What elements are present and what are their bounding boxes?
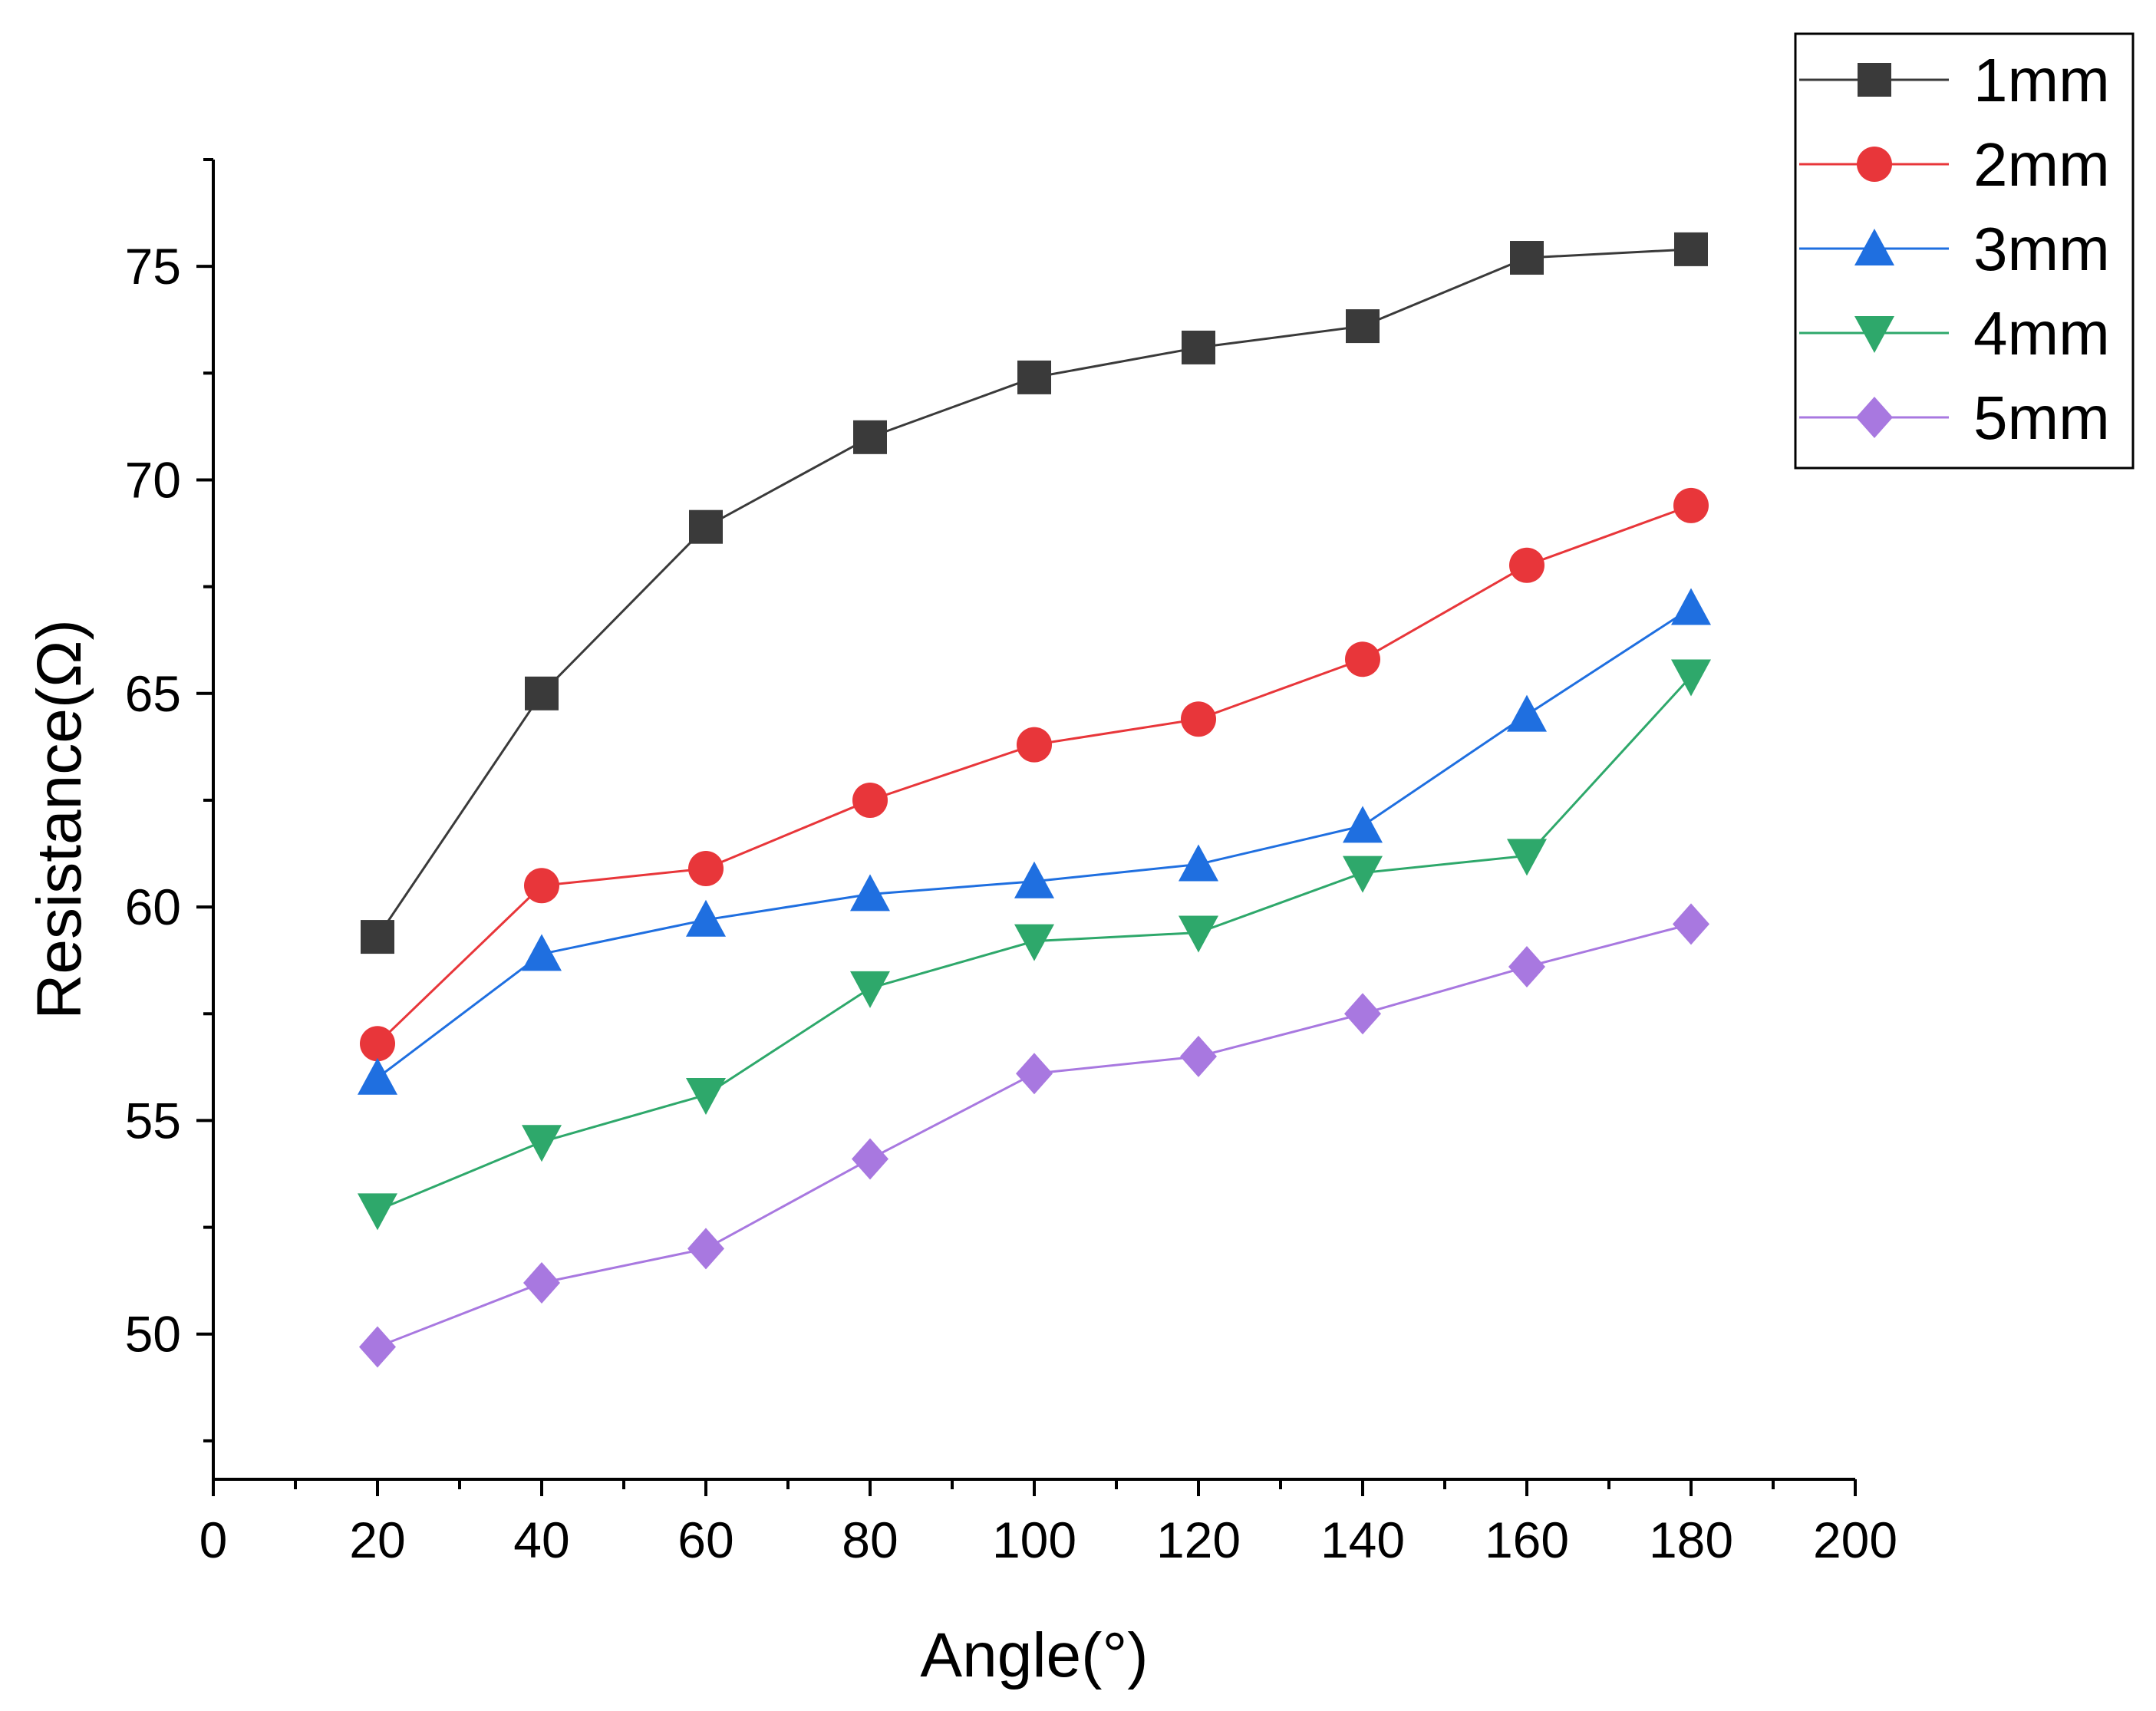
legend-label: 4mm — [1973, 299, 2110, 368]
data-point-5mm — [1016, 1053, 1053, 1095]
legend-item-3mm: 3mm — [1799, 215, 2110, 283]
x-tick-label: 160 — [1485, 1512, 1569, 1568]
series-2mm — [360, 487, 1709, 1062]
data-point-4mm — [1179, 915, 1218, 953]
data-point-3mm — [1179, 844, 1218, 882]
legend-label: 2mm — [1973, 130, 2110, 199]
data-point-4mm — [850, 971, 890, 1008]
y-axis-title: Resistance(Ω) — [25, 619, 94, 1020]
data-point-1mm — [1346, 309, 1380, 344]
data-point-3mm — [522, 934, 562, 971]
legend-marker — [1854, 229, 1894, 265]
series-1mm — [361, 232, 1708, 954]
x-tick-label: 120 — [1156, 1512, 1241, 1568]
data-point-2mm — [852, 782, 888, 818]
legend-marker — [1856, 397, 1893, 438]
y-tick-label: 50 — [125, 1306, 181, 1363]
data-point-4mm — [1014, 924, 1054, 961]
legend-marker — [1857, 147, 1892, 182]
x-tick-label: 20 — [349, 1512, 405, 1568]
data-point-4mm — [1671, 659, 1711, 697]
x-tick-label: 140 — [1320, 1512, 1405, 1568]
legend-marker — [1854, 316, 1894, 353]
legend-label: 5mm — [1973, 384, 2110, 452]
legend: 1mm 2mm 3mm 4mm 5mm — [1794, 32, 2135, 470]
axes — [212, 160, 1855, 1481]
data-point-2mm — [524, 868, 559, 904]
data-point-3mm — [1014, 861, 1054, 898]
data-point-4mm — [686, 1078, 726, 1116]
data-point-1mm — [1017, 360, 1051, 394]
legend-item-1mm: 1mm — [1799, 46, 2110, 114]
data-point-3mm — [1343, 806, 1383, 843]
y-tick-label: 60 — [125, 879, 181, 935]
series-5mm — [359, 903, 1709, 1368]
data-point-1mm — [689, 509, 723, 544]
series-3mm — [358, 588, 1711, 1095]
data-point-5mm — [1180, 1035, 1217, 1077]
data-point-5mm — [359, 1326, 396, 1368]
x-tick-label: 40 — [513, 1512, 569, 1568]
data-point-3mm — [686, 899, 726, 937]
data-point-1mm — [1510, 241, 1544, 275]
data-point-1mm — [1182, 330, 1215, 364]
y-tick-label: 55 — [125, 1092, 181, 1149]
y-tick-label: 65 — [125, 665, 181, 722]
axis-tick-labels: 0 20 40 60 80 100 120 140 160 180 200 50 55 60 65 70 75 — [125, 238, 1897, 1568]
y-tick-label: 75 — [125, 238, 181, 295]
data-point-2mm — [1345, 641, 1380, 677]
data-point-2mm — [688, 851, 724, 887]
legend-item-2mm: 2mm — [1799, 130, 2110, 199]
data-point-2mm — [1673, 487, 1709, 523]
data-point-3mm — [358, 1057, 397, 1095]
data-point-3mm — [850, 874, 890, 912]
x-axis-title: Angle(°) — [920, 1620, 1148, 1690]
x-tick-label: 200 — [1813, 1512, 1897, 1568]
axis-ticks — [196, 158, 1857, 1496]
data-point-1mm — [1674, 232, 1708, 266]
series-4mm — [358, 659, 1711, 1231]
data-point-4mm — [522, 1125, 562, 1162]
data-point-1mm — [525, 676, 559, 710]
data-point-2mm — [1181, 701, 1216, 737]
data-point-5mm — [1344, 993, 1381, 1035]
legend-label: 3mm — [1973, 215, 2110, 283]
y-tick-label: 70 — [125, 451, 181, 508]
data-point-5mm — [1508, 946, 1545, 988]
data-point-2mm — [1017, 727, 1052, 763]
x-tick-label: 100 — [992, 1512, 1076, 1568]
x-tick-label: 80 — [842, 1512, 898, 1568]
data-point-5mm — [687, 1228, 724, 1270]
x-tick-label: 60 — [677, 1512, 734, 1568]
data-point-2mm — [1509, 547, 1544, 583]
data-point-1mm — [853, 420, 887, 454]
legend-label: 1mm — [1973, 46, 2110, 114]
data-point-3mm — [1671, 588, 1711, 625]
data-point-5mm — [852, 1138, 888, 1180]
data-point-4mm — [1507, 839, 1547, 876]
plot-series — [358, 232, 1711, 1368]
legend-box — [1794, 32, 2135, 470]
series-line-5mm — [377, 922, 1692, 1348]
data-point-1mm — [361, 920, 394, 954]
x-tick-label: 0 — [199, 1512, 228, 1568]
data-point-3mm — [1507, 694, 1547, 732]
legend-item-5mm: 5mm — [1799, 384, 2110, 452]
legend-marker — [1858, 63, 1891, 97]
legend-item-4mm: 4mm — [1799, 299, 2110, 368]
data-point-2mm — [360, 1026, 395, 1062]
data-point-5mm — [523, 1261, 560, 1304]
series-line-2mm — [376, 504, 1692, 1045]
data-point-4mm — [1343, 856, 1383, 893]
data-point-4mm — [358, 1193, 397, 1231]
data-point-5mm — [1673, 903, 1709, 945]
x-tick-label: 180 — [1649, 1512, 1733, 1568]
series-line-1mm — [376, 248, 1692, 938]
series-line-3mm — [377, 607, 1692, 1079]
